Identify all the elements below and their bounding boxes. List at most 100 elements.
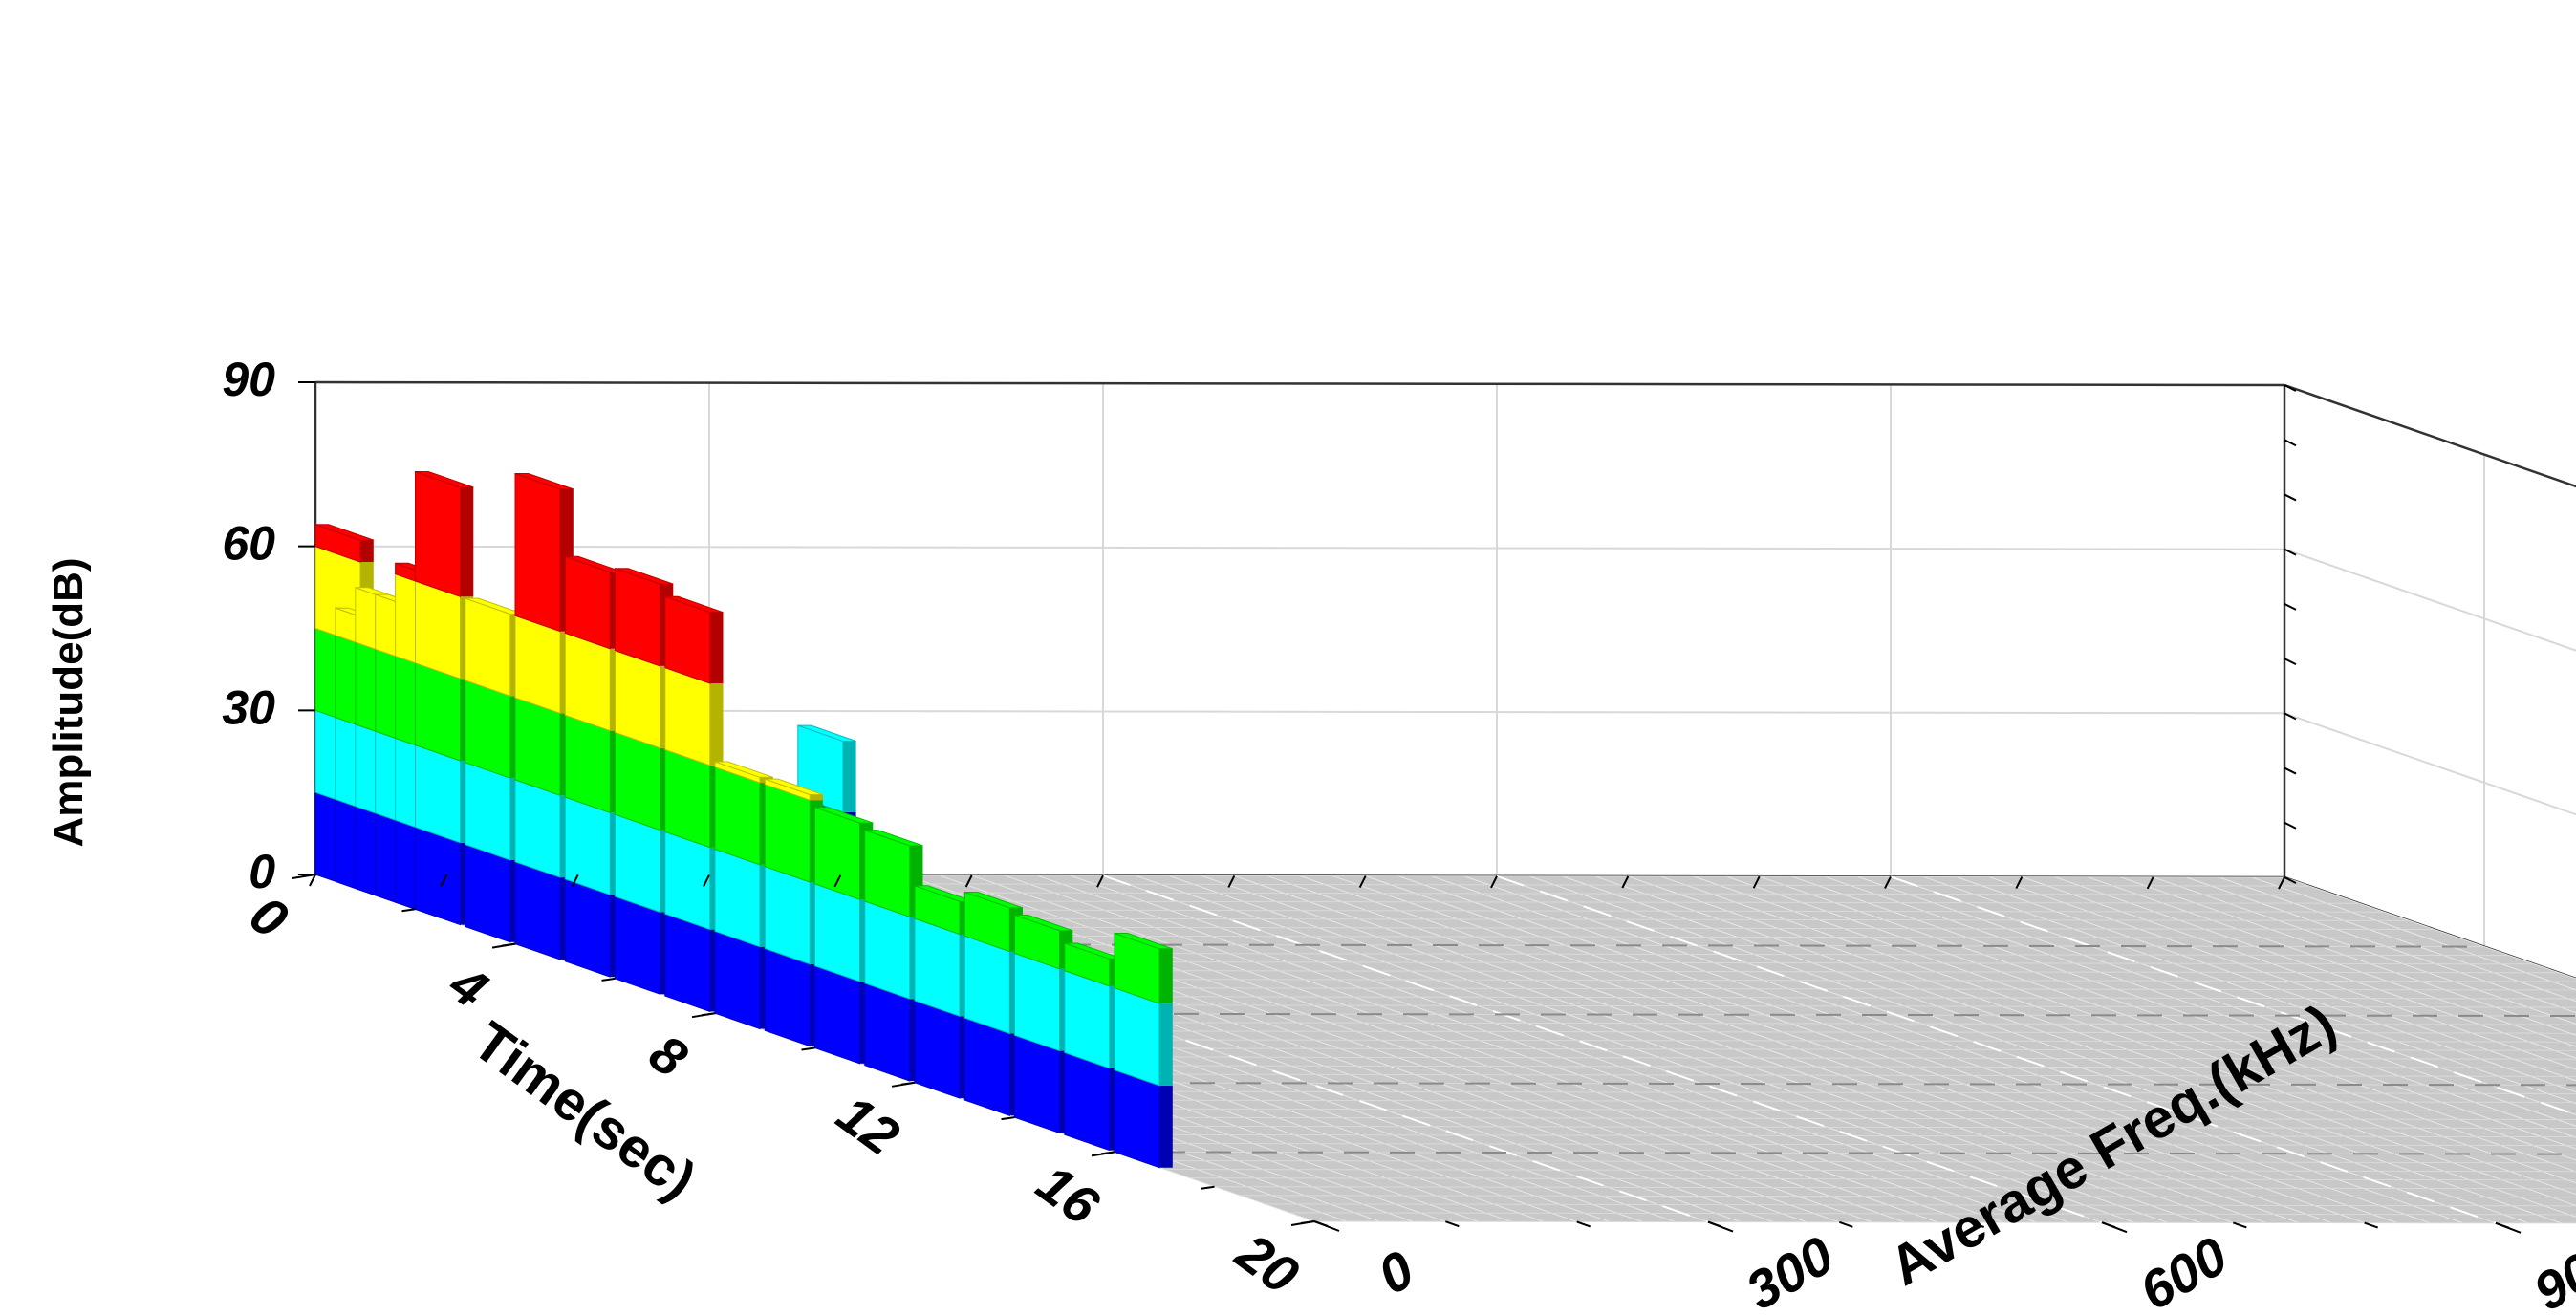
bar-segment	[564, 796, 611, 896]
tick-mark	[2284, 493, 2297, 502]
bar-segment	[615, 895, 660, 995]
x-tick-label: 16	[1027, 1153, 1111, 1237]
tick-mark	[1313, 1220, 1329, 1227]
bar-segment	[615, 813, 660, 914]
bar-side	[709, 683, 724, 766]
bar	[664, 595, 724, 1013]
tick-mark	[1970, 1221, 1985, 1228]
bar	[914, 885, 973, 1099]
tick-mark	[1490, 875, 1498, 889]
floor-mesh-line	[2185, 876, 2576, 1014]
tick-mark	[2101, 1221, 2116, 1229]
tick-mark	[2146, 876, 2154, 890]
floor-mesh-line	[940, 1090, 2576, 1094]
tick-mark	[401, 908, 416, 913]
floor-mesh-line	[1288, 1212, 2576, 1216]
bar-segment	[415, 826, 461, 926]
bar-top	[514, 473, 574, 490]
bar-top	[814, 807, 874, 824]
bar-segment	[564, 878, 611, 978]
floor-mesh-line	[1139, 1159, 2576, 1164]
bar	[514, 472, 574, 960]
floor-mesh-line	[1089, 1142, 2576, 1147]
z-tick-label: 30	[222, 680, 275, 734]
frame-edge	[314, 380, 2285, 387]
bar	[864, 829, 923, 1082]
floor-mesh-line	[1064, 1133, 2576, 1138]
bar-side	[1159, 948, 1173, 1004]
bar-segment	[514, 779, 561, 878]
bar-side	[460, 486, 474, 597]
bar-top	[1114, 933, 1173, 950]
bar-segment	[914, 917, 961, 1018]
floor-mesh-line	[1014, 1116, 2576, 1120]
bar-top	[964, 892, 1024, 909]
bar-segment	[714, 930, 761, 1030]
bar	[963, 891, 1024, 1117]
bar	[615, 567, 674, 995]
bar-segment	[664, 748, 711, 849]
bar-top	[765, 778, 824, 795]
bar-segment	[1114, 1068, 1160, 1169]
bar	[764, 778, 824, 1047]
tick-mark	[1884, 875, 1892, 889]
bar	[714, 761, 773, 1030]
tick-mark	[2495, 1221, 2510, 1229]
x-tick-label: 4	[439, 953, 499, 1020]
tick-mark	[309, 874, 316, 887]
floor-grid-line	[1496, 874, 2497, 1224]
bar-top	[797, 724, 856, 742]
bar-segment	[664, 831, 711, 931]
floor-mesh-line	[2120, 876, 2576, 1036]
tick-mark	[1358, 875, 1367, 889]
bar-side	[1159, 1085, 1173, 1168]
floor-grid-line	[914, 1081, 2576, 1087]
x-tick-label: 12	[827, 1083, 910, 1167]
bar-segment	[664, 913, 711, 1013]
x-tick-label: 8	[639, 1023, 699, 1089]
y-tick-label: 600	[2130, 1225, 2237, 1316]
tick-mark	[2284, 602, 2297, 611]
tick-mark	[2284, 876, 2297, 884]
bar-side	[360, 540, 374, 562]
tick-mark	[1576, 1220, 1591, 1228]
bar-top	[415, 471, 474, 488]
bar-segment	[564, 632, 611, 732]
bar-segment	[465, 597, 511, 698]
bar-top	[714, 761, 773, 778]
bar-segment	[514, 472, 561, 633]
bar-segment	[564, 714, 611, 814]
bar-top	[664, 595, 724, 614]
bar-segment	[764, 784, 811, 883]
frame-edge	[2284, 383, 2576, 488]
floor-mesh-line	[989, 1108, 2576, 1111]
bar-segment	[1064, 969, 1111, 1069]
tick-mark	[1201, 1185, 1215, 1190]
bar-top	[1014, 914, 1073, 932]
floor-mesh-line	[864, 1065, 2576, 1068]
bar-segment	[764, 865, 811, 965]
floor-grid-line	[1890, 875, 2576, 1116]
bar-segment	[1064, 1051, 1111, 1152]
bar-segment	[415, 744, 461, 844]
bar-segment	[963, 1017, 1010, 1117]
bar	[465, 597, 524, 943]
bar-segment	[615, 731, 660, 831]
floor-mesh-line	[1214, 1186, 2576, 1190]
bar-side	[709, 612, 724, 684]
floor-mesh-line	[1239, 1195, 2576, 1198]
tick-mark	[2284, 384, 2297, 392]
z-tick-label: 60	[222, 517, 275, 571]
bar-side	[842, 741, 856, 812]
floor-mesh-line	[2153, 876, 2576, 1025]
bar-segment	[864, 982, 911, 1082]
floor-mesh-line	[1313, 1220, 2576, 1224]
y-tick-label: 0	[1368, 1239, 1423, 1305]
tick-mark	[1752, 875, 1761, 889]
tick-mark	[1227, 874, 1236, 888]
bar-segment	[415, 662, 461, 762]
tick-mark	[1096, 874, 1104, 888]
tick-mark	[833, 874, 842, 888]
bar-top	[314, 524, 374, 541]
